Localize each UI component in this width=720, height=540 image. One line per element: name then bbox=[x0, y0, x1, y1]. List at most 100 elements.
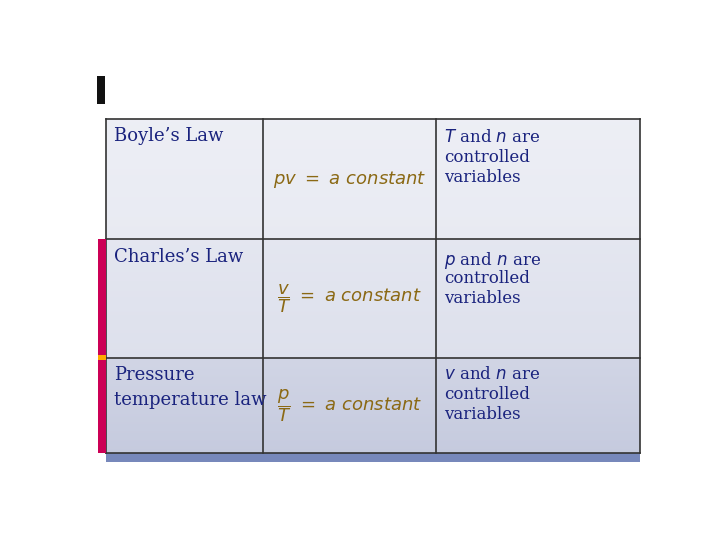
Bar bbox=[106, 187, 639, 188]
Bar bbox=[106, 250, 639, 251]
Bar bbox=[106, 397, 639, 398]
Bar bbox=[106, 221, 639, 223]
Bar bbox=[106, 140, 639, 141]
Bar bbox=[106, 334, 639, 336]
Bar bbox=[106, 275, 639, 276]
Bar bbox=[106, 244, 639, 245]
Bar bbox=[106, 167, 639, 168]
Bar bbox=[106, 194, 639, 195]
Bar bbox=[106, 130, 639, 131]
Bar bbox=[106, 232, 639, 233]
Bar bbox=[106, 367, 639, 369]
Bar bbox=[106, 320, 639, 321]
Bar bbox=[106, 448, 639, 449]
Text: $T$ and $n$ are: $T$ and $n$ are bbox=[444, 129, 541, 146]
Bar bbox=[106, 159, 639, 161]
Bar bbox=[106, 155, 639, 157]
Bar bbox=[106, 266, 639, 268]
Bar bbox=[106, 383, 639, 384]
Bar bbox=[106, 218, 639, 220]
Bar bbox=[106, 437, 639, 438]
Bar bbox=[106, 337, 639, 339]
Bar bbox=[106, 365, 639, 366]
Bar bbox=[106, 282, 639, 284]
Bar bbox=[106, 134, 639, 136]
Bar bbox=[106, 233, 639, 235]
Bar bbox=[106, 381, 639, 382]
Bar bbox=[106, 138, 639, 140]
Bar bbox=[106, 309, 639, 310]
Bar bbox=[106, 223, 639, 224]
Bar bbox=[106, 395, 639, 396]
Bar bbox=[106, 441, 639, 442]
Bar bbox=[98, 355, 106, 360]
Bar bbox=[106, 363, 639, 364]
Bar bbox=[106, 324, 639, 326]
Bar bbox=[106, 284, 639, 285]
Bar bbox=[106, 444, 639, 445]
Bar bbox=[106, 235, 639, 237]
Bar bbox=[106, 300, 639, 302]
Bar bbox=[106, 305, 639, 306]
Bar bbox=[106, 424, 639, 426]
Bar bbox=[106, 336, 639, 337]
Bar bbox=[98, 239, 106, 453]
Bar bbox=[106, 394, 639, 395]
Bar bbox=[106, 253, 639, 254]
Bar bbox=[106, 366, 639, 367]
Bar bbox=[106, 318, 639, 320]
Bar bbox=[106, 237, 639, 238]
Bar bbox=[106, 195, 639, 197]
Bar bbox=[106, 265, 639, 266]
Bar bbox=[106, 364, 639, 365]
Bar bbox=[106, 281, 639, 282]
Bar bbox=[106, 411, 639, 413]
Bar bbox=[106, 208, 639, 210]
Bar bbox=[106, 330, 639, 331]
Bar bbox=[106, 251, 639, 253]
Bar bbox=[106, 123, 639, 125]
Bar bbox=[106, 191, 639, 193]
Bar bbox=[106, 447, 639, 448]
Bar bbox=[106, 220, 639, 221]
Bar bbox=[106, 384, 639, 385]
Bar bbox=[97, 76, 105, 104]
Bar bbox=[106, 226, 639, 227]
Bar bbox=[106, 212, 639, 214]
Bar bbox=[106, 132, 639, 134]
Bar bbox=[106, 377, 639, 378]
Bar bbox=[106, 126, 639, 128]
Bar bbox=[106, 361, 639, 363]
Bar bbox=[106, 308, 639, 309]
Bar bbox=[106, 137, 639, 138]
Bar bbox=[106, 185, 639, 187]
Bar bbox=[106, 272, 639, 273]
Bar bbox=[106, 176, 639, 178]
Bar bbox=[106, 321, 639, 322]
Bar bbox=[106, 392, 639, 394]
Bar bbox=[106, 131, 639, 132]
Bar bbox=[106, 331, 639, 333]
Bar bbox=[106, 147, 639, 149]
Bar bbox=[106, 436, 639, 437]
Bar bbox=[106, 358, 639, 359]
Bar bbox=[106, 279, 639, 281]
Bar bbox=[106, 442, 639, 443]
Bar bbox=[106, 322, 639, 324]
Bar bbox=[106, 254, 639, 256]
Bar bbox=[106, 431, 639, 433]
Bar bbox=[106, 433, 639, 434]
Bar bbox=[106, 299, 639, 300]
Bar bbox=[106, 371, 639, 372]
Bar bbox=[106, 430, 639, 431]
Bar bbox=[106, 157, 639, 158]
Text: controlled: controlled bbox=[444, 149, 530, 166]
Bar bbox=[106, 404, 639, 406]
Bar bbox=[106, 149, 639, 151]
Bar bbox=[106, 217, 639, 218]
Bar bbox=[106, 375, 639, 376]
Bar bbox=[106, 314, 639, 315]
Text: Charles’s Law: Charles’s Law bbox=[114, 248, 243, 266]
Text: variables: variables bbox=[444, 169, 521, 186]
Bar bbox=[106, 173, 639, 174]
